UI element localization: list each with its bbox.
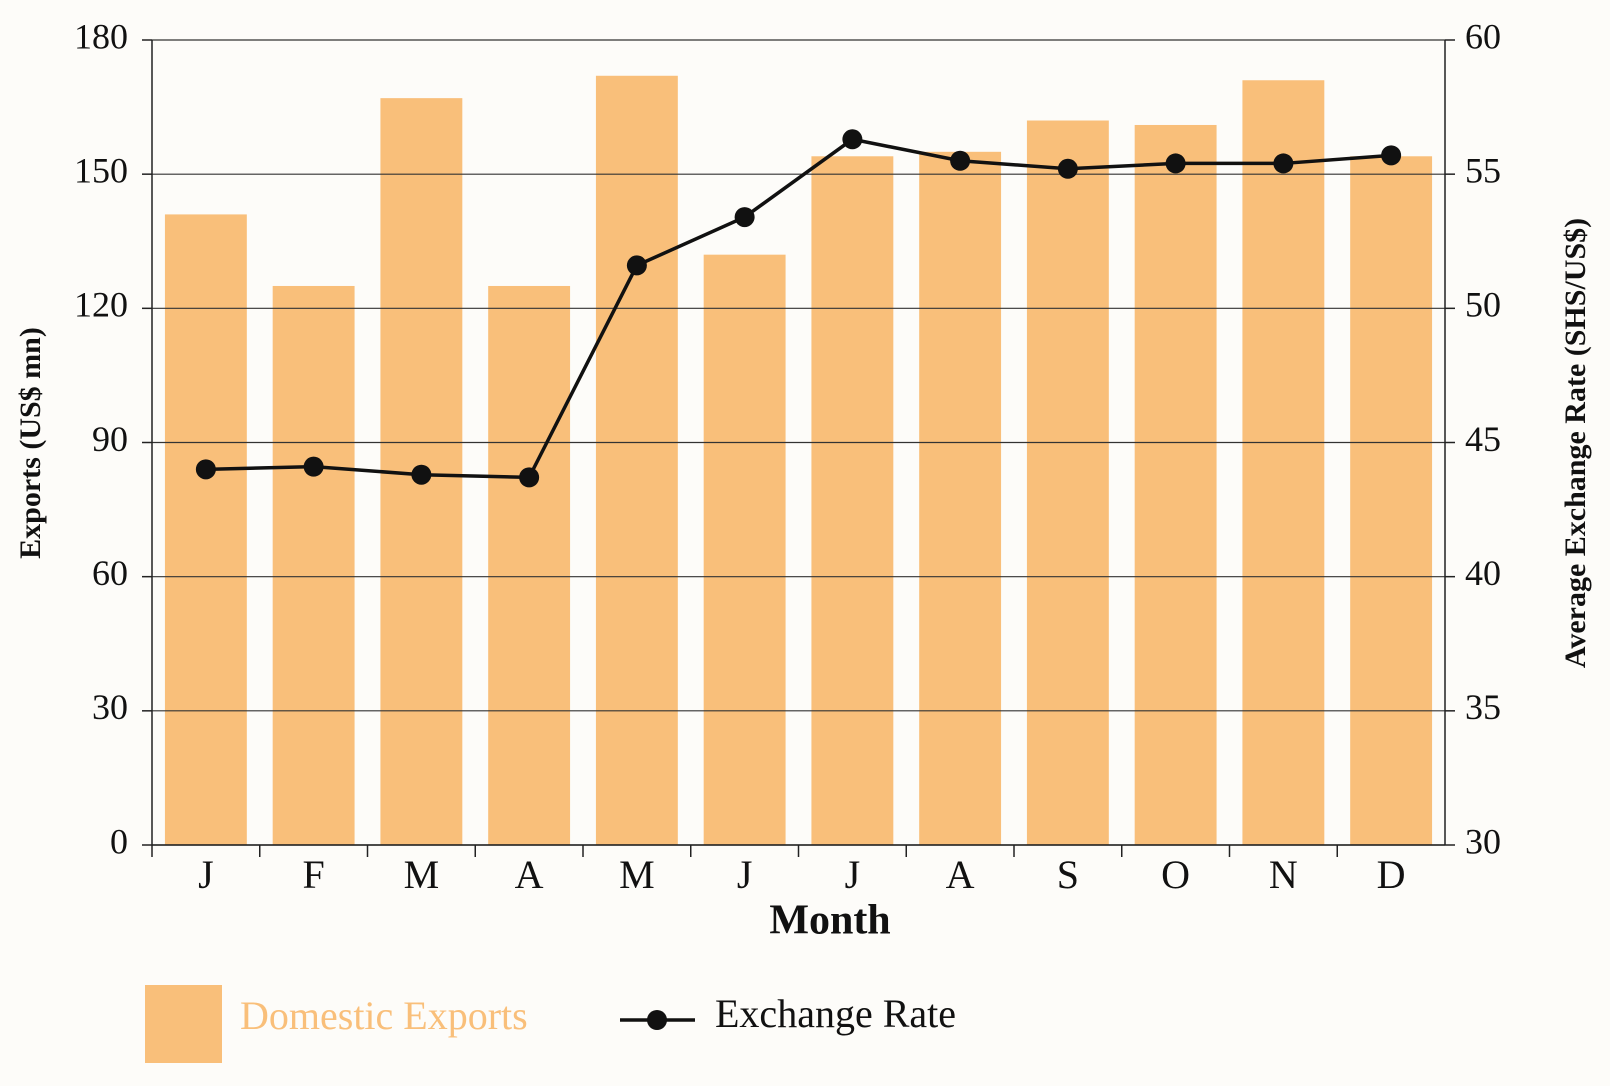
y2-tick-label: 60 [1465,16,1501,56]
y-axis-label: Exports (US$ mn) [14,327,47,559]
y-tick-label: 120 [74,285,128,325]
bar [595,75,678,846]
line-marker [1165,153,1186,174]
line-marker [950,150,971,171]
line-marker [411,464,432,485]
line-marker [195,459,216,480]
x-axis-label: Month [769,898,890,944]
line-marker [626,255,647,276]
line [205,137,1392,480]
x-tick-label: J [845,852,861,897]
x-tick-label: M [404,852,440,897]
y2-tick-label: 30 [1465,821,1501,861]
bar [811,156,894,845]
bar [164,214,247,845]
x-tick-label: J [737,852,753,897]
x-tick-label: A [946,852,975,897]
bar [703,254,786,845]
y-tick-label: 180 [74,16,128,56]
x-tick-label: J [198,852,214,897]
bar [919,151,1002,846]
y2-tick-label: 35 [1465,687,1501,727]
line-marker [1057,158,1078,179]
x-tick-label: S [1057,852,1079,897]
x-tick-label: M [619,852,655,897]
x-tick-label: D [1377,852,1406,897]
line-marker [842,129,863,150]
legend-label: Exchange Rate [715,991,956,1036]
y2-tick-label: 50 [1465,285,1501,325]
line-marker [1273,153,1294,174]
y2-tick-label: 45 [1465,419,1501,459]
bar [1350,156,1433,845]
x-tick-label: O [1161,852,1190,897]
y-tick-label: 90 [92,419,128,459]
y2-axis-label: Average Exchange Rate (SHS/US$) [1559,218,1592,668]
line-marker [734,207,755,228]
y2-tick-label: 55 [1465,150,1501,190]
x-tick-label: A [515,852,544,897]
y2-tick-label: 40 [1465,553,1501,593]
bar [1134,124,1217,845]
bar [1026,120,1109,845]
line-marker [519,467,540,488]
x-tick-label: F [303,852,325,897]
bar [1242,80,1325,845]
legend-marker [647,1010,667,1030]
legend-swatch [145,985,222,1063]
line-marker [303,456,324,477]
y-tick-label: 150 [74,150,128,190]
legend-label: Domestic Exports [240,993,528,1038]
bar [488,285,571,845]
y-tick-label: 30 [92,687,128,727]
y-tick-label: 60 [92,553,128,593]
line-marker [1381,145,1402,166]
x-tick-label: N [1269,852,1298,897]
y-tick-label: 0 [110,821,128,861]
bar [272,285,355,845]
